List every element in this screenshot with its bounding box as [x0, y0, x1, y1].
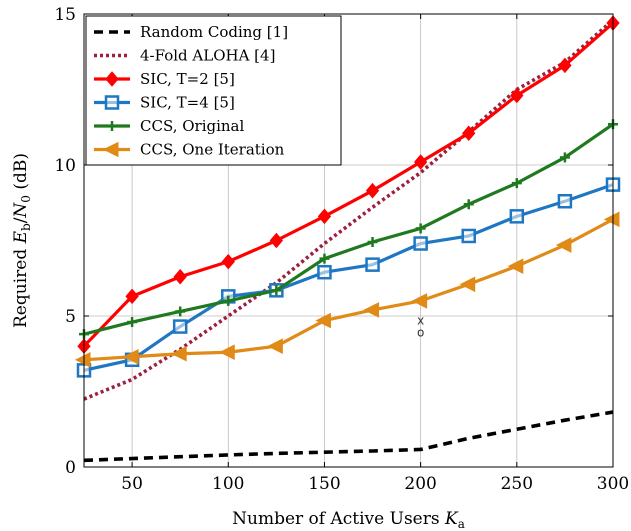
- x-tick-label: 150: [308, 474, 340, 494]
- x-tick-label: 300: [597, 474, 629, 494]
- annotation-label: o: [417, 326, 424, 340]
- y-tick-label: 10: [54, 156, 76, 176]
- data-point: [558, 57, 572, 74]
- y-tick-label: 15: [54, 5, 76, 25]
- data-point: [317, 208, 332, 225]
- data-point: [459, 276, 476, 293]
- legend-item: SIC, T=4 [5]: [94, 94, 235, 112]
- series-line: [83, 183, 614, 372]
- series-layer: [74, 15, 621, 463]
- x-tick-label: 100: [212, 474, 244, 494]
- data-point: [271, 285, 282, 296]
- data-point: [462, 125, 476, 142]
- legend-item: CCS, Original: [94, 117, 244, 135]
- legend-label: 4-Fold ALOHA [4]: [140, 47, 275, 65]
- data-point: [219, 344, 235, 361]
- data-point: [415, 223, 426, 234]
- data-point: [221, 253, 235, 270]
- annotation-label: x: [417, 314, 424, 328]
- data-point: [125, 288, 139, 305]
- data-point: [461, 228, 476, 244]
- data-point: [507, 258, 524, 274]
- data-point: [315, 312, 331, 329]
- legend-label: SIC, T=4 [5]: [140, 94, 235, 112]
- data-point: [559, 152, 570, 163]
- series-line: [83, 122, 614, 336]
- data-point: [122, 348, 139, 365]
- data-point: [269, 232, 284, 249]
- data-point: [267, 338, 283, 355]
- data-point: [105, 71, 119, 87]
- data-point: [603, 211, 620, 228]
- x-axis-title: Number of Active Users Ka: [232, 509, 465, 531]
- series-3: [77, 15, 620, 354]
- data-point: [74, 351, 91, 368]
- x-tick-label: 200: [404, 474, 436, 494]
- data-point: [555, 237, 572, 253]
- legend-item: 4-Fold ALOHA [4]: [94, 47, 275, 65]
- x-tick-label: 250: [501, 474, 533, 494]
- data-point: [557, 193, 573, 209]
- plot-frame: [83, 13, 614, 468]
- data-point: [175, 306, 186, 317]
- data-point: [171, 345, 187, 362]
- data-point: [127, 317, 138, 328]
- axis-ticks: 50 100 150 200 250 300 0 5 10 15: [54, 5, 629, 494]
- y-axis-title: Required Eb/N0 (dB): [11, 153, 33, 328]
- legend-item: CCS, One Iteration: [94, 141, 285, 159]
- data-point: [317, 264, 332, 280]
- data-point: [102, 141, 119, 158]
- data-point: [511, 178, 522, 189]
- legend-label: CCS, One Iteration: [140, 141, 285, 159]
- annotations: xo: [417, 314, 424, 340]
- data-point: [107, 121, 117, 131]
- data-point: [172, 319, 188, 334]
- data-point: [104, 95, 120, 110]
- y-tick-label: 5: [65, 307, 76, 327]
- data-point: [411, 293, 428, 309]
- series-line: [82, 21, 615, 348]
- series-line: [83, 410, 614, 463]
- data-point: [463, 199, 474, 210]
- data-point: [510, 87, 524, 104]
- data-point: [365, 182, 380, 199]
- data-point: [413, 236, 428, 251]
- legend-item: Random Coding [1]: [94, 23, 288, 41]
- legend-box: [85, 15, 342, 166]
- legend-label: SIC, T=2 [5]: [140, 70, 235, 88]
- series-6: [74, 211, 620, 368]
- x-tick-label: 50: [121, 474, 143, 494]
- data-point: [363, 302, 380, 318]
- data-point: [367, 237, 378, 248]
- data-point: [509, 209, 525, 224]
- series-1: [83, 410, 614, 463]
- data-point: [173, 268, 187, 285]
- y-tick-label: 0: [65, 458, 76, 478]
- data-point: [319, 253, 330, 264]
- data-point: [413, 154, 428, 170]
- legend: Random Coding [1] 4-Fold ALOHA [4] SIC, T=…: [85, 15, 342, 166]
- legend-item: SIC, T=2 [5]: [94, 70, 235, 88]
- data-point: [365, 257, 380, 272]
- legend-label: CCS, Original: [140, 117, 244, 135]
- legend-label: Random Coding [1]: [140, 23, 288, 41]
- data-point: [223, 295, 234, 306]
